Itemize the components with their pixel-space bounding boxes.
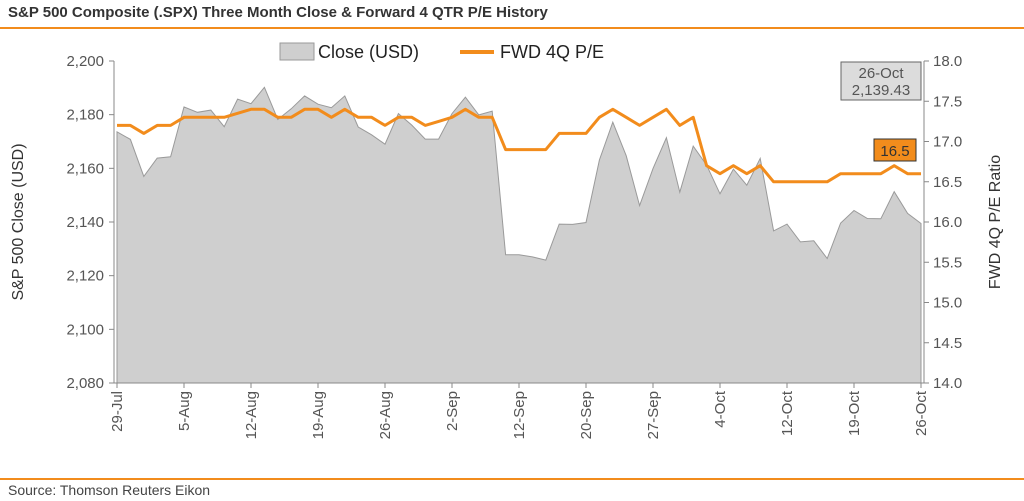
legend-label-close: Close (USD): [318, 42, 419, 62]
y-tick-label-right: 18.0: [933, 53, 962, 70]
y-tick-label-left: 2,140: [66, 214, 104, 231]
footer-rule: [0, 478, 1024, 480]
x-tick-label: 26-Aug: [377, 391, 394, 439]
close-area-series: [116, 86, 922, 384]
x-tick-label: 12-Oct: [779, 390, 796, 436]
last-close-value: 2,139.43: [852, 82, 910, 99]
y-tick-label-left: 2,080: [66, 375, 104, 392]
last-close-callout: 26-Oct 2,139.43: [840, 61, 922, 101]
y-tick-label-right: 14.5: [933, 335, 962, 352]
x-tick-label: 12-Aug: [243, 391, 260, 439]
y-axis-title-right: FWD 4Q P/E Ratio: [987, 155, 1004, 289]
x-tick-label: 26-Oct: [913, 390, 930, 436]
y-tick-label-right: 17.0: [933, 134, 962, 151]
last-close-box: [840, 61, 922, 101]
legend: Close (USD) FWD 4Q P/E: [279, 42, 604, 62]
last-pe-callout: 16.5: [873, 138, 917, 162]
last-pe-value: 16.5: [880, 143, 909, 160]
plot-area: 2,080 2,100 2,120 2,140 2,160 2,180 2,200 14.0 1…: [66, 53, 962, 439]
x-tick-label: 27-Sep: [645, 391, 662, 439]
x-tick-label: 20-Sep: [578, 391, 595, 439]
y-tick-label-right: 15.0: [933, 295, 962, 312]
x-tick-label: 19-Aug: [310, 391, 327, 439]
x-tick-label: 12-Sep: [511, 391, 528, 439]
y-tick-label-right: 16.5: [933, 174, 962, 191]
pe-line-series: [117, 107, 921, 184]
y-tick-label-left: 2,200: [66, 53, 104, 70]
legend-swatch-close: [279, 42, 315, 61]
y-tick-label-left: 2,180: [66, 107, 104, 124]
legend-label-pe: FWD 4Q P/E: [500, 42, 604, 62]
y-tick-label-right: 16.0: [933, 214, 962, 231]
y-tick-label-left: 2,160: [66, 160, 104, 177]
x-tick-label: 4-Oct: [712, 390, 729, 428]
source-note: Source: Thomson Reuters Eikon: [8, 482, 211, 498]
last-pe-box: [873, 138, 917, 162]
y-tick-label-left: 2,120: [66, 268, 104, 285]
x-tick-label: 29-Jul: [109, 391, 126, 432]
x-tick-label: 19-Oct: [846, 390, 863, 436]
y-tick-label-left: 2,100: [66, 321, 104, 338]
y-tick-label-right: 17.5: [933, 93, 962, 110]
y-tick-label-right: 15.5: [933, 254, 962, 271]
chart-title: S&P 500 Composite (.SPX) Three Month Clo…: [8, 4, 548, 21]
x-tick-label: 5-Aug: [176, 391, 193, 431]
y-axis-title-left: S&P 500 Close (USD): [10, 143, 27, 300]
y-tick-label-right: 14.0: [933, 375, 962, 392]
x-tick-label: 2-Sep: [444, 391, 461, 431]
last-close-date: 26-Oct: [858, 65, 904, 82]
chart: Close (USD) FWD 4Q P/E S&P 500 Close (US…: [10, 42, 1004, 439]
title-rule: [0, 27, 1024, 29]
